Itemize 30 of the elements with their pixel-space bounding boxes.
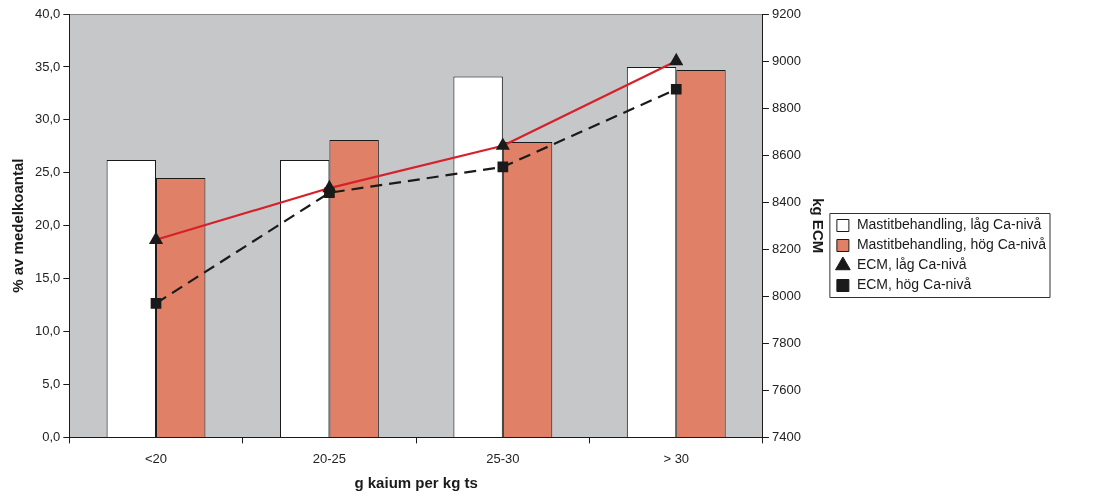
legend-label: ECM, låg Ca-nivå <box>856 256 967 273</box>
legend-label: Mastitbehandling, hög Ca-nivå <box>856 236 1047 253</box>
y-tick-label: 25,0 <box>34 164 61 180</box>
y2-tick-label: 7600 <box>771 381 801 397</box>
y2-tick-label: 8000 <box>771 287 801 303</box>
y-axis-title: % av medelkoantal <box>9 158 27 293</box>
x-tick-label: 25-30 <box>486 450 520 466</box>
y2-tick-label: 9200 <box>771 5 801 21</box>
y2-tick-label: 8800 <box>771 99 801 115</box>
y2-tick-label: 7400 <box>771 428 801 444</box>
y-tick-label: 0,0 <box>42 428 61 444</box>
y2-tick-label: 8400 <box>771 193 801 209</box>
y2-tick-label: 7800 <box>771 334 801 350</box>
y-tick-label: 5,0 <box>42 376 61 392</box>
y-tick-label: 40,0 <box>34 5 61 21</box>
legend-label: ECM, hög Ca-nivå <box>856 276 972 293</box>
y2-tick-label: 9000 <box>771 52 801 68</box>
y-tick-label: 35,0 <box>34 58 61 74</box>
y-tick-label: 30,0 <box>34 111 61 127</box>
x-tick-label: 20-25 <box>312 450 347 466</box>
y2-axis-title: kg ECM <box>809 198 827 254</box>
x-axis-title: g kaium per kg ts <box>354 474 478 492</box>
legend-label: Mastitbehandling, låg Ca-nivå <box>856 216 1042 233</box>
x-tick-label: > 30 <box>663 450 690 466</box>
y-tick-label: 15,0 <box>34 270 61 286</box>
y2-tick-label: 8600 <box>771 146 801 162</box>
y-tick-label: 20,0 <box>34 217 61 233</box>
x-tick-label: <20 <box>144 450 168 466</box>
y-tick-label: 10,0 <box>34 323 61 339</box>
y2-tick-label: 8200 <box>771 240 801 256</box>
